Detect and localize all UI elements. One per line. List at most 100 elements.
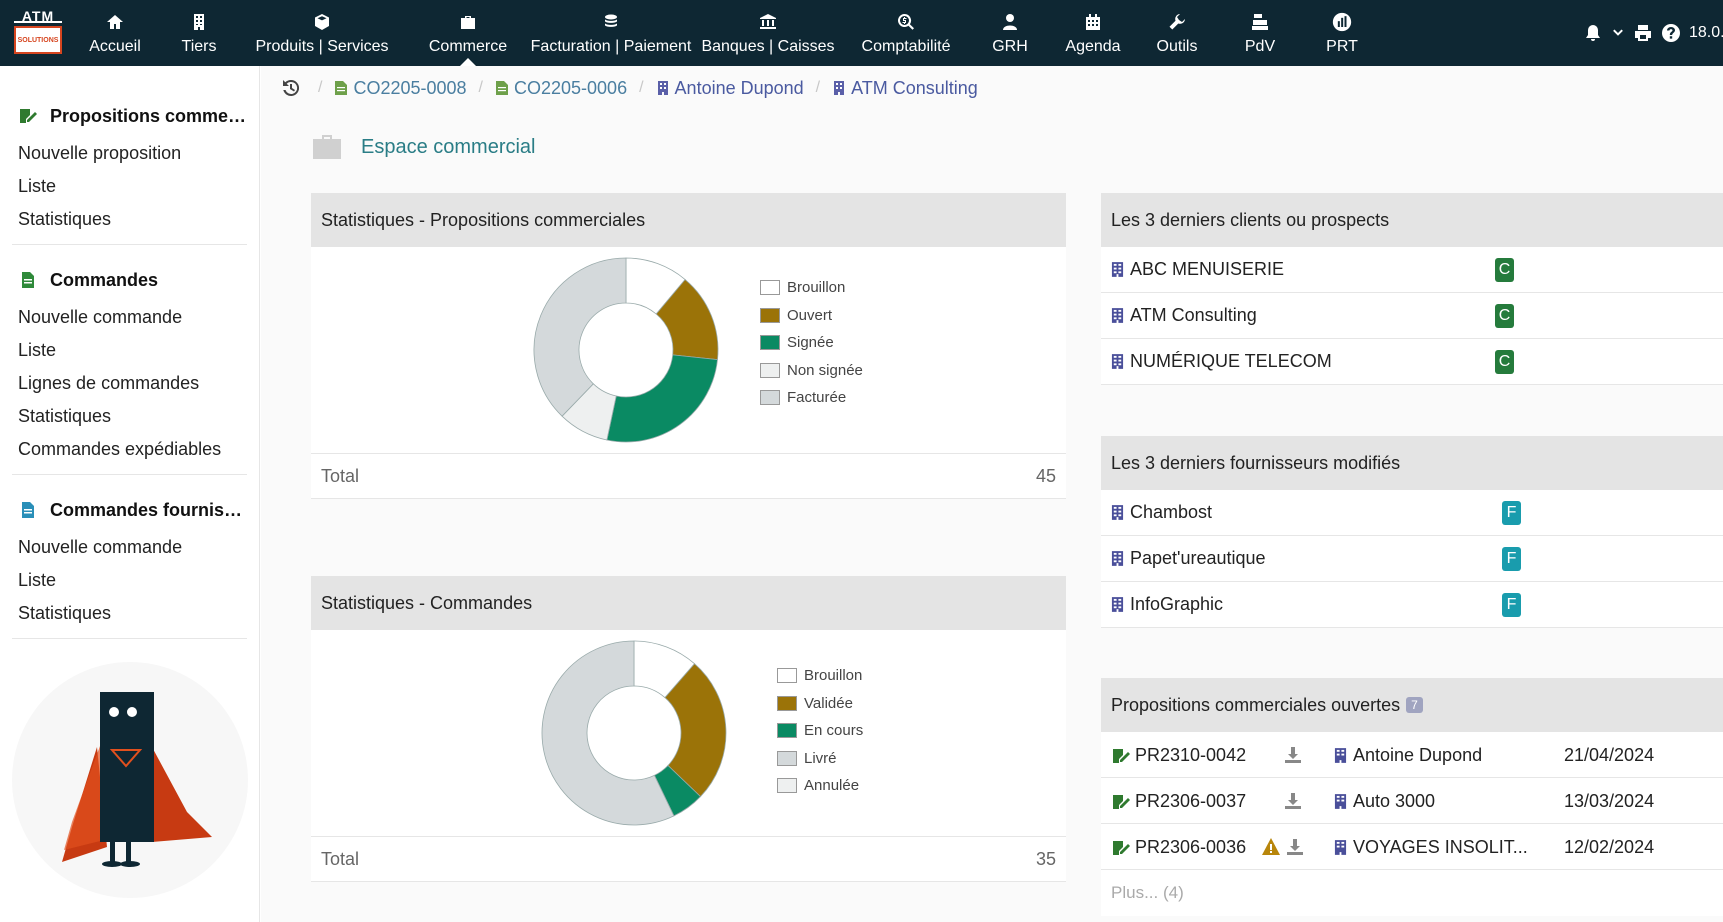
sidebar-link-liste-commandes-fournisseur[interactable]: Liste: [18, 570, 57, 590]
legend-item: Brouillon: [777, 662, 863, 690]
menu-accueil[interactable]: Accueil: [68, 0, 162, 66]
proposal-link[interactable]: PR2306-0036: [1111, 837, 1246, 858]
history-button[interactable]: [281, 78, 306, 98]
proposal-link[interactable]: PR2310-0042: [1111, 745, 1246, 766]
list-item[interactable]: ATM Consulting C: [1101, 293, 1723, 339]
propositions-donut-chart: [533, 257, 719, 443]
sidebar-link-lignes-commandes[interactable]: Lignes de commandes: [18, 373, 200, 393]
legend-swatch: [777, 723, 797, 739]
help-icon[interactable]: [1661, 23, 1681, 43]
donut-slice-livré: [541, 640, 675, 826]
sidebar-link-nouvelle-commande-fournisseur[interactable]: Nouvelle commande: [18, 537, 183, 557]
logo-text: ATM: [14, 9, 62, 23]
legend-label: Validée: [804, 694, 853, 712]
legend-swatch: [777, 695, 797, 711]
menu-agenda[interactable]: Agenda: [1050, 0, 1136, 66]
commandes-legend: Brouillon Validée En cours Livré Annulée: [777, 662, 863, 800]
customer-badge: C: [1495, 350, 1514, 374]
breadcrumb-item-co2205-0008[interactable]: CO2205-0008: [334, 78, 467, 99]
last-clients-card: Les 3 derniers clients ou prospects ABC …: [1101, 193, 1723, 385]
legend-swatch: [760, 335, 780, 351]
legend-label: Signée: [787, 334, 834, 352]
legend-swatch: [760, 390, 780, 406]
menu-comptabilite[interactable]: Comptabilité: [842, 0, 970, 66]
sidebar-title-commandes-fournisseurs[interactable]: Commandes fournisseurs: [12, 489, 247, 531]
sidebar-section-commandes-fournisseurs: Commandes fournisseurs Nouvelle commande…: [12, 475, 247, 639]
download-button[interactable]: [1283, 745, 1303, 765]
menu-produits-services[interactable]: Produits | Services: [236, 0, 408, 66]
sidebar-link-stats-propositions[interactable]: Statistiques: [18, 209, 112, 229]
menu-facturation[interactable]: Facturation | Paiement: [528, 0, 694, 66]
chevron-down-icon[interactable]: [1611, 26, 1625, 40]
legend-item: Annulée: [777, 772, 863, 800]
list-item[interactable]: Papet'ureautique F: [1101, 536, 1723, 582]
building-icon: [834, 81, 845, 95]
sidebar-link-stats-commandes-fournisseur[interactable]: Statistiques: [18, 603, 112, 623]
chart-icon: [1332, 12, 1352, 32]
legend-swatch: [760, 307, 780, 323]
building-icon: [1111, 551, 1124, 566]
supplier-badge: F: [1502, 547, 1521, 571]
supplier-badge: F: [1502, 501, 1521, 525]
proposal-date: 13/03/2024: [1564, 791, 1655, 811]
menu-tiers[interactable]: Tiers: [162, 0, 236, 66]
top-right-tools: 18.0.4: [1583, 0, 1723, 66]
list-item[interactable]: InfoGraphic F: [1101, 582, 1723, 628]
open-proposals-card: Propositions commerciales ouvertes 7 PR2…: [1101, 678, 1723, 916]
table-row: PR2306-0037 Auto 3000 13/03/2024: [1101, 778, 1723, 824]
building-icon: [1111, 505, 1124, 520]
menu-prt[interactable]: PRT: [1302, 0, 1382, 66]
company-link[interactable]: Auto 3000: [1334, 791, 1435, 812]
legend-label: Annulée: [804, 777, 860, 795]
download-button[interactable]: [1283, 791, 1303, 811]
donut-slice-validée: [664, 663, 727, 798]
cash-register-icon: [1252, 14, 1268, 30]
bell-icon[interactable]: [1583, 23, 1603, 43]
menu-pdv[interactable]: PdV: [1218, 0, 1302, 66]
breadcrumb-item-antoine-dupond[interactable]: Antoine Dupond: [656, 78, 804, 99]
top-navbar: ATM SOLUTIONS Accueil Tiers Produits | S…: [0, 0, 1723, 66]
sidebar-link-nouvelle-proposition[interactable]: Nouvelle proposition: [18, 143, 182, 163]
company-logo[interactable]: ATM SOLUTIONS: [14, 9, 62, 55]
sidebar-link-stats-commandes[interactable]: Statistiques: [18, 406, 112, 426]
list-item[interactable]: ABC MENUISERIE C: [1101, 247, 1723, 293]
print-icon[interactable]: [1633, 23, 1653, 43]
sidebar-title-commandes[interactable]: Commandes: [12, 259, 247, 301]
list-item[interactable]: Chambost F: [1101, 490, 1723, 536]
menu-grh[interactable]: GRH: [970, 0, 1050, 66]
order-icon: [22, 272, 34, 288]
building-icon: [1334, 840, 1347, 855]
sidebar-link-liste-commandes[interactable]: Liste: [18, 340, 57, 360]
sidebar-link-nouvelle-commande[interactable]: Nouvelle commande: [18, 307, 183, 327]
legend-item: Livré: [777, 745, 863, 773]
propositions-legend: Brouillon Ouvert Signée Non signée Facturée: [760, 274, 863, 412]
sidebar-link-commandes-expediables[interactable]: Commandes expédiables: [18, 439, 222, 459]
page-title: Espace commercial: [361, 135, 536, 158]
sidebar-title-propositions[interactable]: Propositions commerciales: [12, 95, 247, 137]
cube-icon: [315, 14, 329, 30]
stats-propositions-card: Statistiques - Propositions commerciales…: [311, 193, 1066, 499]
menu-banques[interactable]: Banques | Caisses: [694, 0, 842, 66]
history-icon: [283, 79, 300, 96]
sidebar-link-liste-propositions[interactable]: Liste: [18, 176, 57, 196]
total-value: 45: [1035, 465, 1056, 486]
breadcrumb-item-co2205-0006[interactable]: CO2205-0006: [495, 78, 627, 99]
building-icon: [657, 81, 668, 95]
download-button[interactable]: [1285, 837, 1305, 857]
menu-outils[interactable]: Outils: [1136, 0, 1218, 66]
main-content: / CO2205-0008 / CO2205-0006 / Antoine Du…: [261, 66, 1723, 922]
main-menu: Accueil Tiers Produits | Services Commer…: [68, 0, 1382, 66]
more-link[interactable]: Plus... (4): [1101, 870, 1723, 916]
card-title: Les 3 derniers fournisseurs modifiés: [1101, 436, 1723, 490]
legend-swatch: [760, 280, 780, 296]
commandes-donut-chart: [541, 640, 727, 826]
company-link[interactable]: VOYAGES INSOLIT...: [1334, 837, 1528, 858]
company-link[interactable]: Antoine Dupond: [1334, 745, 1482, 766]
proposal-icon: [1113, 840, 1130, 855]
document-icon: [335, 81, 348, 95]
list-item[interactable]: NUMÉRIQUE TELECOM C: [1101, 339, 1723, 385]
breadcrumb-item-atm-consulting[interactable]: ATM Consulting: [832, 78, 978, 99]
proposal-link[interactable]: PR2306-0037: [1111, 791, 1246, 812]
menu-commerce[interactable]: Commerce: [408, 0, 528, 66]
total-label: Total: [321, 465, 360, 486]
